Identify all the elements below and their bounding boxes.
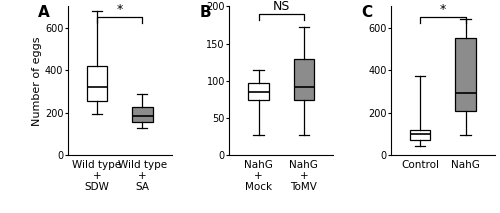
Text: *: *	[116, 3, 123, 16]
PathPatch shape	[87, 66, 107, 101]
Text: A: A	[38, 5, 50, 20]
Y-axis label: Number of eggs: Number of eggs	[32, 36, 42, 126]
Text: C: C	[362, 5, 372, 20]
Text: *: *	[440, 3, 446, 16]
PathPatch shape	[248, 83, 269, 100]
PathPatch shape	[294, 59, 314, 100]
PathPatch shape	[410, 130, 430, 140]
Text: B: B	[200, 5, 211, 20]
PathPatch shape	[456, 38, 475, 111]
PathPatch shape	[132, 106, 152, 122]
Text: NS: NS	[272, 0, 290, 13]
